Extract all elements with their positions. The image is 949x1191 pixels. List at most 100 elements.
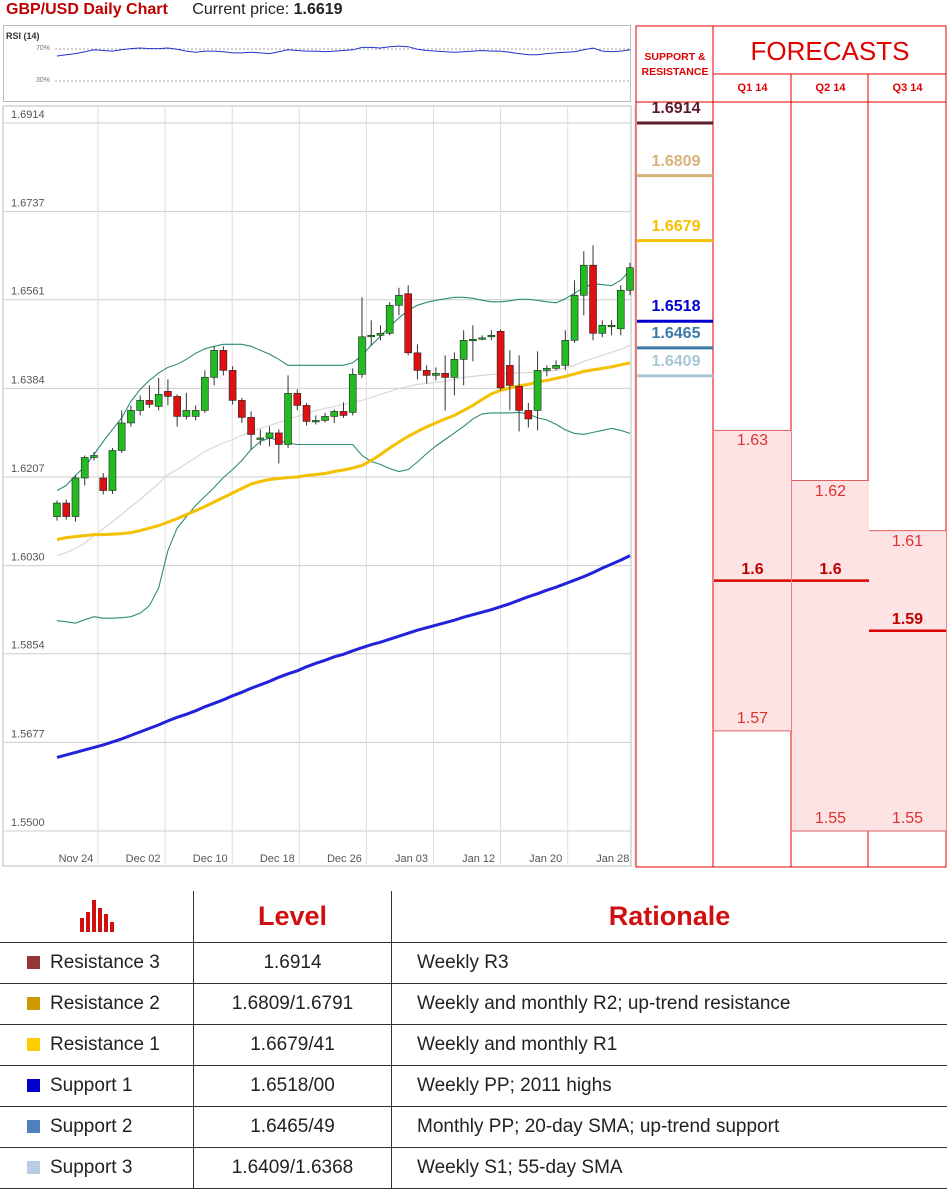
candle-body xyxy=(164,391,172,397)
table-row: Resistance 1 1.6679/41 Weekly and monthly … xyxy=(0,1024,947,1066)
candle xyxy=(524,402,533,428)
table-row: Resistance 2 1.6809/1.6791 Weekly and mont… xyxy=(0,983,947,1025)
candle xyxy=(432,367,440,381)
candle-body xyxy=(459,340,468,360)
quarter-label-q1: Q1 14 xyxy=(737,82,768,94)
candle xyxy=(154,377,163,411)
candle xyxy=(90,451,98,461)
candle xyxy=(385,302,394,336)
candle xyxy=(441,355,449,411)
candle-body xyxy=(62,502,71,517)
levels-table: Level Rationale Resistance 3 1.6914 Weekly… xyxy=(0,891,947,1189)
x-tick-label: Jan 12 xyxy=(462,853,495,865)
candle xyxy=(422,365,431,384)
header-level: Level xyxy=(193,891,392,943)
y-tick-label: 1.6737 xyxy=(11,198,45,210)
candle xyxy=(182,392,191,420)
level-color-swatch xyxy=(27,1038,40,1051)
candle-body xyxy=(598,324,607,334)
level-color-swatch xyxy=(27,997,40,1010)
x-tick-label: Dec 26 xyxy=(327,853,362,865)
candle xyxy=(404,285,412,356)
forecast-range-box xyxy=(869,530,946,831)
candle xyxy=(579,251,588,316)
candle xyxy=(145,385,154,408)
level-rationale: Weekly S1; 55-day SMA xyxy=(391,1147,947,1189)
candle xyxy=(53,500,61,521)
level-color-swatch xyxy=(27,1120,40,1133)
candle-body xyxy=(607,324,616,328)
candle-body xyxy=(293,393,302,406)
y-tick-label: 1.5677 xyxy=(11,728,45,740)
forecast-mid-q1: 1.6 xyxy=(741,560,764,578)
quarter-label-q2: Q2 14 xyxy=(815,82,846,94)
candle-body xyxy=(478,337,486,340)
candle-body xyxy=(117,422,126,451)
candle-body xyxy=(228,370,237,401)
candle-body xyxy=(53,502,61,517)
candle-body xyxy=(80,457,89,479)
candle xyxy=(293,389,302,411)
x-tick-label: Dec 02 xyxy=(126,853,161,865)
table-row: Support 1 1.6518/00 Weekly PP; 2011 highs xyxy=(0,1065,947,1107)
candle xyxy=(62,499,71,520)
table-header-row: Level Rationale xyxy=(0,891,947,943)
candle-body xyxy=(487,335,496,338)
candle-body xyxy=(90,455,98,458)
rsi-level-70: 70% xyxy=(36,45,51,52)
candle-body xyxy=(533,370,542,411)
candle-body xyxy=(441,373,449,378)
chart-header: GBP/USD Daily Chart Current price: 1.661… xyxy=(6,1,343,19)
x-tick-label: Jan 20 xyxy=(529,853,562,865)
level-value: 1.6465/49 xyxy=(193,1106,392,1148)
candle xyxy=(570,280,579,343)
level-name: Resistance 2 xyxy=(50,993,160,1014)
candle-body xyxy=(247,417,255,435)
candle xyxy=(80,455,89,486)
candle xyxy=(173,394,181,427)
candle xyxy=(487,330,496,341)
rsi-level-30: 30% xyxy=(36,77,51,84)
candle xyxy=(561,330,570,371)
candle xyxy=(219,346,228,376)
candle xyxy=(117,410,126,453)
level-value: 1.6409/1.6368 xyxy=(193,1147,392,1189)
candle-body xyxy=(515,386,523,411)
sr-value: 1.6518 xyxy=(651,298,701,316)
level-color-swatch xyxy=(27,956,40,969)
forecast-low-q3: 1.55 xyxy=(891,810,924,827)
candle-body xyxy=(413,352,422,371)
level-value: 1.6914 xyxy=(193,942,392,984)
candle-body xyxy=(145,400,154,405)
candle xyxy=(478,335,486,341)
x-tick-label: Jan 28 xyxy=(596,853,629,865)
chart-grid xyxy=(2,105,636,867)
y-tick-label: 1.6207 xyxy=(11,463,45,475)
y-tick-label: 1.6030 xyxy=(11,552,45,564)
candle xyxy=(376,325,385,341)
candle xyxy=(459,330,468,386)
bollinger-lower-line xyxy=(56,411,631,624)
candle-body xyxy=(404,293,412,354)
level-rationale: Weekly and monthly R2; up-trend resistan… xyxy=(391,983,947,1025)
rsi-panel xyxy=(3,25,631,102)
candle xyxy=(321,412,329,423)
candle-body xyxy=(275,432,283,445)
sma-200-line xyxy=(56,554,631,759)
sr-value: 1.6409 xyxy=(651,352,701,370)
y-axis-labels: 1.6914 1.6737 1.6561 1.6384 1.6207 1.6030 1.58… xyxy=(11,109,45,829)
candle xyxy=(71,475,80,522)
candle xyxy=(607,320,616,336)
candle xyxy=(533,351,542,431)
candle xyxy=(99,473,108,495)
candle xyxy=(616,285,625,336)
level-rationale: Monthly PP; 20-day SMA; up-trend support xyxy=(391,1106,947,1148)
candle xyxy=(228,366,237,405)
candle-body xyxy=(616,289,625,330)
candle xyxy=(552,360,560,371)
quarter-label-q3: Q3 14 xyxy=(892,82,923,94)
candle xyxy=(367,320,376,346)
bollinger-mid-line xyxy=(56,344,631,557)
table-row: Support 3 1.6409/1.6368 Weekly S1; 55-day … xyxy=(0,1147,947,1189)
x-tick-label: Dec 18 xyxy=(260,853,295,865)
